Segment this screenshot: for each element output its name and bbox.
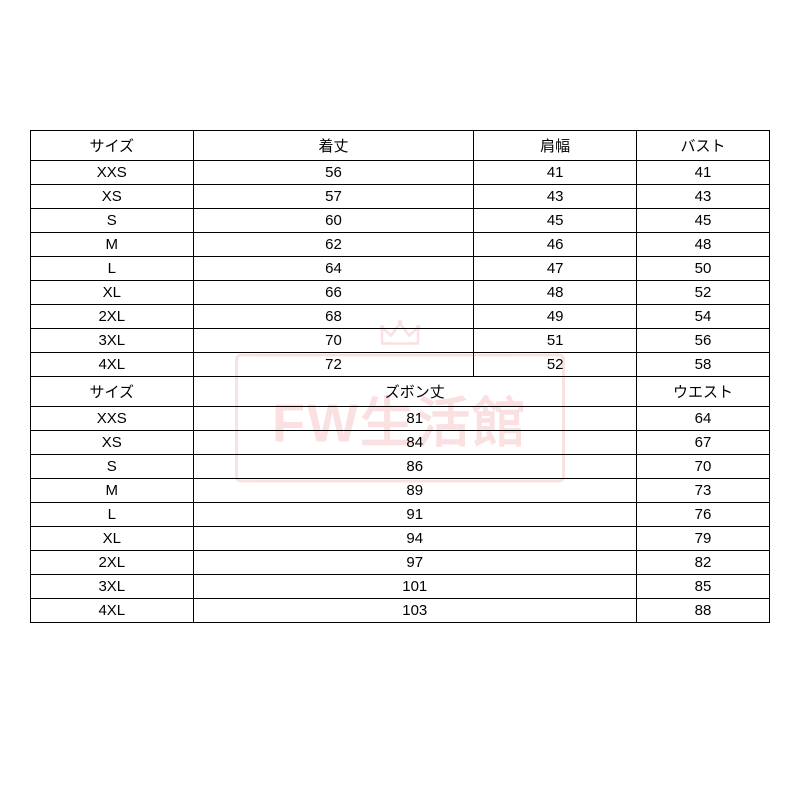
table-cell: 52 xyxy=(474,353,637,377)
table-cell: 66 xyxy=(193,281,474,305)
size-table-bottom: サイズズボン丈ウエスト XXS8164XS8467S8670M8973L9176… xyxy=(30,376,770,623)
table-row: M8973 xyxy=(31,479,770,503)
table-cell: XL xyxy=(31,527,194,551)
table-cell: XS xyxy=(31,185,194,209)
column-header: 着丈 xyxy=(193,131,474,161)
table-cell: 89 xyxy=(193,479,636,503)
table-cell: 52 xyxy=(636,281,769,305)
table-cell: 41 xyxy=(474,161,637,185)
table-cell: 72 xyxy=(193,353,474,377)
table-cell: 64 xyxy=(193,257,474,281)
table-cell: 47 xyxy=(474,257,637,281)
table-cell: 3XL xyxy=(31,329,194,353)
table-cell: 43 xyxy=(474,185,637,209)
table-cell: 84 xyxy=(193,431,636,455)
table-cell: 2XL xyxy=(31,551,194,575)
table-cell: 70 xyxy=(193,329,474,353)
table-row: XXS564141 xyxy=(31,161,770,185)
t1-header-row: サイズ着丈肩幅バスト xyxy=(31,131,770,161)
table-cell: 49 xyxy=(474,305,637,329)
table-cell: M xyxy=(31,479,194,503)
table-cell: 3XL xyxy=(31,575,194,599)
table-row: XXS8164 xyxy=(31,407,770,431)
table-cell: 79 xyxy=(636,527,769,551)
table-cell: 46 xyxy=(474,233,637,257)
table-cell: 97 xyxy=(193,551,636,575)
table-cell: 88 xyxy=(636,599,769,623)
column-header: ズボン丈 xyxy=(193,377,636,407)
table-row: 3XL10185 xyxy=(31,575,770,599)
size-table-top: サイズ着丈肩幅バスト XXS564141XS574343S604545M6246… xyxy=(30,130,770,377)
column-header: 肩幅 xyxy=(474,131,637,161)
table-cell: 51 xyxy=(474,329,637,353)
table-cell: 2XL xyxy=(31,305,194,329)
table-cell: 81 xyxy=(193,407,636,431)
table-row: XS8467 xyxy=(31,431,770,455)
t2-body: XXS8164XS8467S8670M8973L9176XL94792XL978… xyxy=(31,407,770,623)
table-row: 3XL705156 xyxy=(31,329,770,353)
table-cell: 91 xyxy=(193,503,636,527)
table-cell: 58 xyxy=(636,353,769,377)
table-row: 2XL684954 xyxy=(31,305,770,329)
table-cell: 94 xyxy=(193,527,636,551)
table-cell: 73 xyxy=(636,479,769,503)
table-cell: 82 xyxy=(636,551,769,575)
table-cell: S xyxy=(31,455,194,479)
table-cell: 54 xyxy=(636,305,769,329)
column-header: ウエスト xyxy=(636,377,769,407)
table-row: M624648 xyxy=(31,233,770,257)
column-header: サイズ xyxy=(31,131,194,161)
table-cell: 101 xyxy=(193,575,636,599)
table-row: XS574343 xyxy=(31,185,770,209)
table-cell: M xyxy=(31,233,194,257)
table-cell: 45 xyxy=(636,209,769,233)
table-cell: 64 xyxy=(636,407,769,431)
tables-container: サイズ着丈肩幅バスト XXS564141XS574343S604545M6246… xyxy=(0,0,800,623)
table-cell: 70 xyxy=(636,455,769,479)
column-header: バスト xyxy=(636,131,769,161)
t2-header-row: サイズズボン丈ウエスト xyxy=(31,377,770,407)
table-cell: 4XL xyxy=(31,599,194,623)
column-header: サイズ xyxy=(31,377,194,407)
table-row: XL664852 xyxy=(31,281,770,305)
table-cell: XXS xyxy=(31,407,194,431)
table-row: S604545 xyxy=(31,209,770,233)
table-cell: L xyxy=(31,503,194,527)
table-row: 2XL9782 xyxy=(31,551,770,575)
table-row: L9176 xyxy=(31,503,770,527)
table-row: 4XL10388 xyxy=(31,599,770,623)
table-cell: S xyxy=(31,209,194,233)
table-row: XL9479 xyxy=(31,527,770,551)
table-cell: 62 xyxy=(193,233,474,257)
table-cell: 45 xyxy=(474,209,637,233)
table-cell: 86 xyxy=(193,455,636,479)
table-row: 4XL725258 xyxy=(31,353,770,377)
table-cell: 60 xyxy=(193,209,474,233)
table-cell: 57 xyxy=(193,185,474,209)
table-cell: 48 xyxy=(474,281,637,305)
table-cell: 4XL xyxy=(31,353,194,377)
table-cell: 76 xyxy=(636,503,769,527)
table-cell: 50 xyxy=(636,257,769,281)
table-cell: 56 xyxy=(636,329,769,353)
table-cell: 43 xyxy=(636,185,769,209)
table-cell: 67 xyxy=(636,431,769,455)
table-cell: 85 xyxy=(636,575,769,599)
table-cell: XS xyxy=(31,431,194,455)
table-cell: XL xyxy=(31,281,194,305)
table-cell: XXS xyxy=(31,161,194,185)
table-cell: 103 xyxy=(193,599,636,623)
table-cell: L xyxy=(31,257,194,281)
t1-body: XXS564141XS574343S604545M624648L644750XL… xyxy=(31,161,770,377)
table-cell: 48 xyxy=(636,233,769,257)
table-cell: 41 xyxy=(636,161,769,185)
table-row: L644750 xyxy=(31,257,770,281)
table-row: S8670 xyxy=(31,455,770,479)
table-cell: 68 xyxy=(193,305,474,329)
table-cell: 56 xyxy=(193,161,474,185)
